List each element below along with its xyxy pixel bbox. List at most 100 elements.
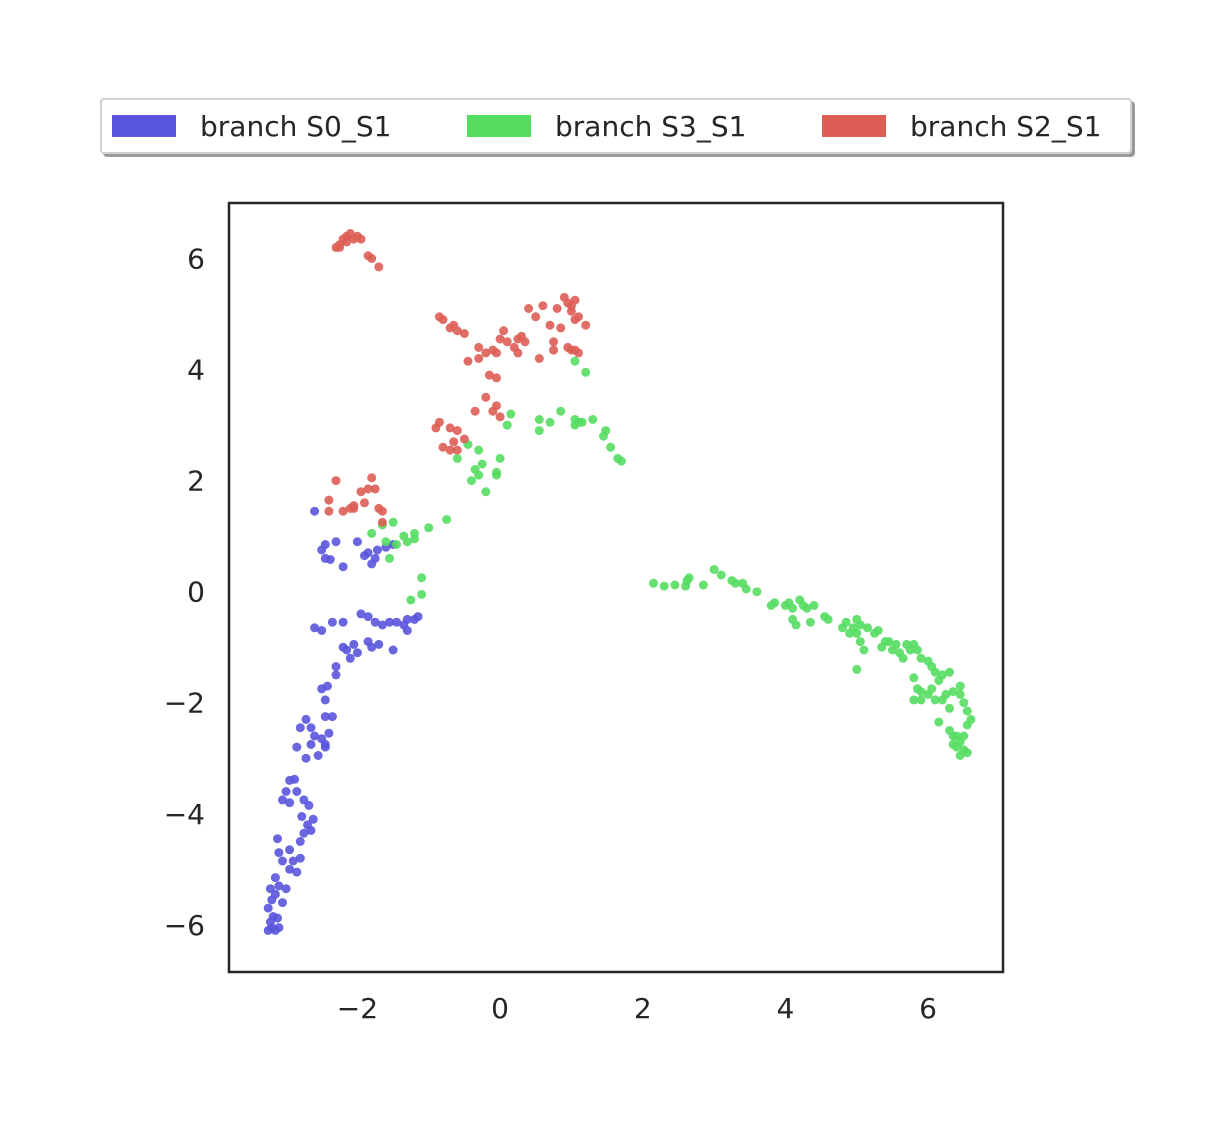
scatter-point-series-1	[492, 467, 501, 477]
scatter-point-series-0	[317, 626, 327, 635]
scatter-point-series-0	[292, 867, 302, 877]
scatter-point-series-1	[852, 664, 862, 674]
scatter-point-series-2	[531, 312, 541, 322]
scatter-point-series-0	[331, 662, 341, 672]
scatter-point-series-0	[281, 884, 291, 894]
scatter-point-series-0	[413, 612, 423, 622]
scatter-point-series-0	[327, 712, 337, 722]
scatter-point-series-0	[290, 774, 300, 784]
scatter-point-series-0	[322, 681, 332, 691]
scatter-point-series-1	[962, 720, 972, 730]
scatter-point-series-1	[474, 470, 484, 480]
points-layer	[263, 229, 976, 935]
scatter-point-series-2	[495, 334, 505, 344]
scatter-point-series-1	[962, 748, 972, 758]
scatter-point-series-2	[570, 295, 580, 305]
scatter-point-series-1	[545, 417, 555, 427]
scatter-point-series-2	[552, 304, 562, 313]
scatter-point-series-0	[274, 881, 284, 891]
legend-label-s3-s1: branch S3_S1	[555, 109, 747, 143]
scatter-point-series-1	[684, 573, 694, 583]
scatter-point-series-0	[304, 800, 314, 810]
scatter-point-series-1	[955, 689, 965, 699]
scatter-point-series-2	[474, 354, 484, 363]
scatter-point-series-0	[363, 612, 373, 622]
scatter-point-series-0	[363, 637, 373, 647]
scatter-point-series-2	[434, 417, 444, 427]
scatter-point-series-2	[374, 262, 384, 272]
scatter-point-series-1	[670, 580, 680, 590]
scatter-point-series-0	[306, 825, 316, 835]
y-tick-label: −2	[164, 687, 205, 720]
legend-swatch-s3-s1	[467, 115, 531, 137]
scatter-point-series-2	[492, 348, 501, 358]
scatter-point-series-0	[324, 728, 334, 738]
scatter-point-series-2	[349, 503, 359, 513]
scatter-point-series-0	[278, 795, 287, 805]
chart-legend: branch S0_S1 branch S3_S1 branch S2_S1	[100, 98, 1132, 154]
scatter-point-series-1	[385, 553, 394, 563]
legend-swatch-s2-s1	[822, 115, 886, 137]
scatter-point-series-2	[492, 373, 501, 383]
scatter-point-series-1	[884, 637, 894, 647]
scatter-point-series-2	[438, 315, 448, 325]
scatter-point-series-0	[295, 723, 305, 733]
scatter-point-series-0	[385, 617, 394, 627]
scatter-point-series-0	[285, 845, 295, 855]
scatter-point-series-2	[449, 437, 459, 447]
scatter-point-series-1	[588, 415, 598, 424]
scatter-point-series-0	[313, 751, 323, 760]
scatter-point-series-0	[345, 653, 355, 663]
scatter-point-series-2	[367, 254, 377, 263]
scatter-point-series-2	[324, 495, 334, 505]
legend-swatch-s0-s1	[112, 115, 176, 137]
scatter-point-series-2	[324, 506, 334, 516]
scatter-point-series-0	[301, 753, 311, 763]
plot-frame	[227, 201, 1005, 974]
scatter-point-series-1	[402, 537, 412, 547]
scatter-point-series-0	[292, 742, 302, 752]
scatter-point-series-1	[752, 587, 762, 597]
scatter-point-series-2	[360, 498, 369, 508]
scatter-point-series-2	[470, 406, 480, 416]
scatter-point-series-0	[370, 553, 380, 563]
scatter-point-series-1	[948, 739, 958, 749]
scatter-point-series-2	[367, 473, 377, 483]
scatter-point-series-2	[338, 506, 348, 516]
scatter-point-series-1	[649, 578, 658, 588]
scatter-point-series-1	[855, 620, 865, 630]
scatter-point-series-2	[566, 306, 576, 316]
scatter-point-series-2	[581, 320, 591, 330]
scatter-point-series-1	[863, 623, 872, 633]
scatter-point-series-0	[320, 695, 330, 705]
scatter-point-series-1	[502, 420, 512, 430]
scatter-point-series-2	[492, 401, 501, 411]
scatter-point-series-2	[556, 323, 566, 333]
scatter-point-series-0	[331, 670, 341, 680]
scatter-point-series-1	[659, 581, 669, 591]
scatter-point-series-1	[392, 540, 402, 549]
scatter-point-series-1	[467, 476, 476, 486]
x-tick-label: 4	[777, 992, 795, 1025]
y-tick-label: 0	[187, 576, 205, 609]
scatter-point-series-0	[295, 853, 305, 863]
scatter-point-series-0	[356, 609, 366, 619]
scatter-point-series-0	[274, 923, 284, 933]
scatter-point-series-2	[538, 301, 548, 311]
scatter-point-series-1	[805, 617, 815, 627]
scatter-point-series-1	[955, 681, 965, 691]
scatter-point-series-1	[891, 639, 901, 649]
scatter-point-series-1	[477, 459, 487, 469]
scatter-point-series-1	[474, 445, 484, 455]
scatter-point-series-0	[270, 873, 280, 883]
scatter-point-series-0	[273, 834, 282, 844]
scatter-point-series-2	[513, 348, 523, 358]
scatter-point-series-0	[338, 617, 348, 627]
scatter-point-series-1	[791, 620, 801, 630]
scatter-point-series-1	[930, 695, 940, 705]
scatter-point-series-1	[481, 487, 491, 497]
y-tick-label: 2	[187, 465, 205, 498]
legend-label-s0-s1: branch S0_S1	[200, 109, 392, 143]
scatter-point-series-1	[381, 537, 391, 547]
